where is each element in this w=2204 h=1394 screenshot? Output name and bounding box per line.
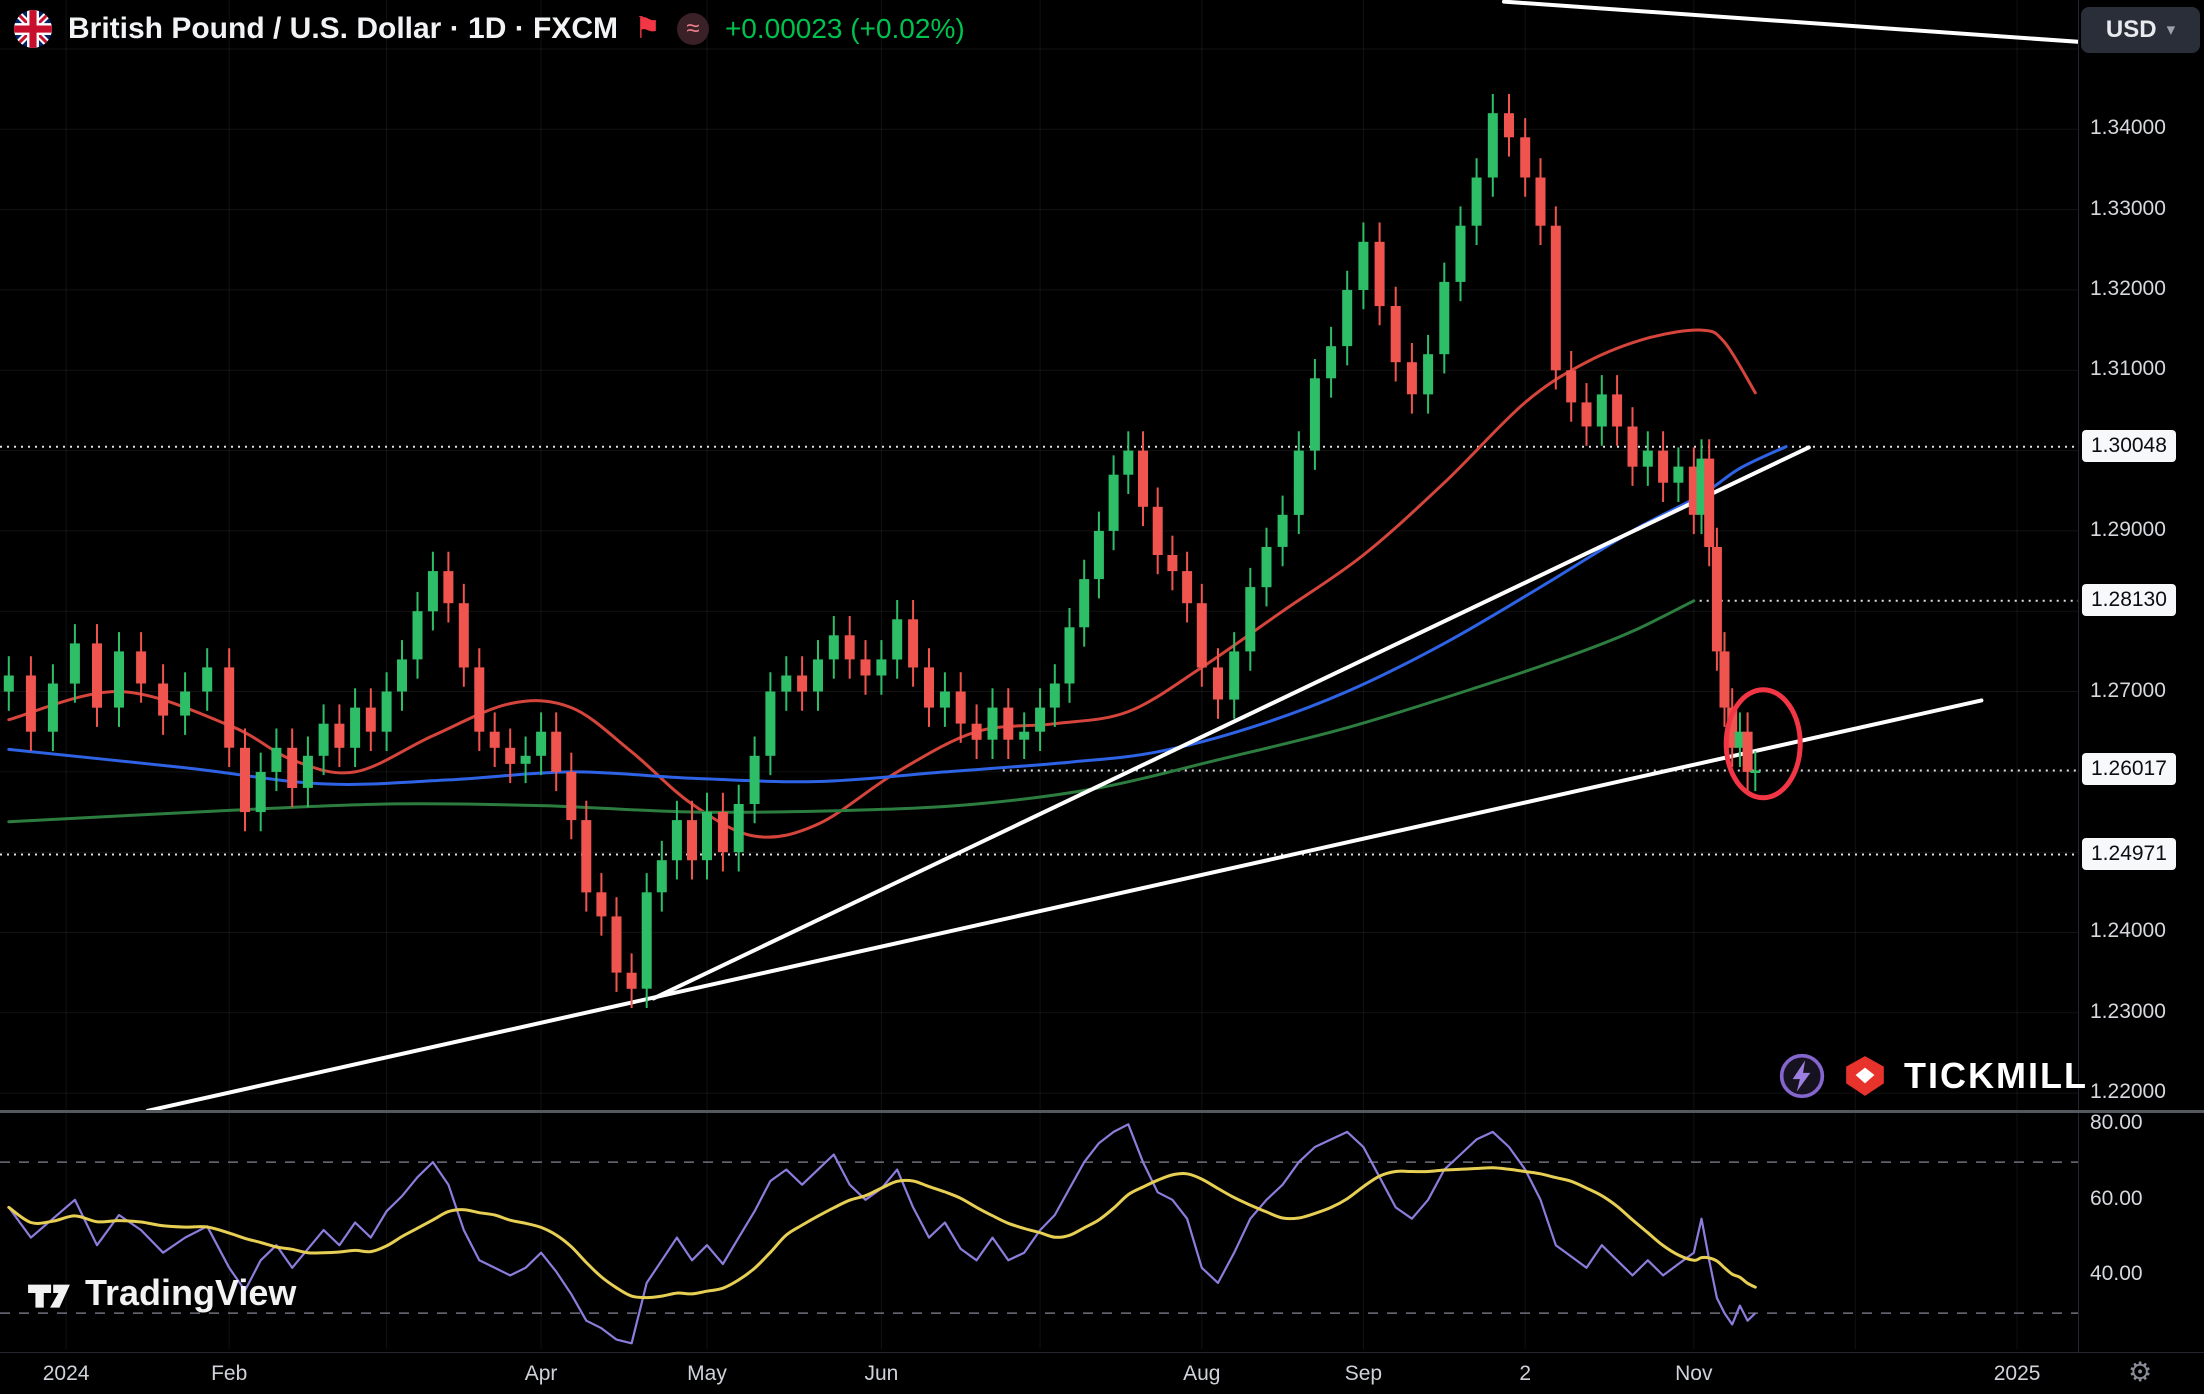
tradingview-wordmark: TradingView (85, 1272, 297, 1313)
pane-separator[interactable] (0, 1110, 2204, 1113)
gear-icon[interactable]: ⚙ (2128, 1357, 2153, 1387)
price-tick-label: 1.22000 (2090, 1080, 2166, 1104)
chevron-down-icon: ▾ (2166, 20, 2176, 39)
price-tick-label: 1.23000 (2090, 999, 2166, 1023)
rsi-tick-label: 60.00 (2090, 1186, 2143, 1210)
time-axis-label: Feb (211, 1362, 248, 1385)
symbol-title[interactable]: British Pound / U.S. Dollar · 1D · FXCM (68, 12, 619, 45)
price-axis[interactable]: 1.34000 1.33000 1.32000 1.31000 1.29000 1.270… (2078, 0, 2204, 1352)
price-level-label: 1.24971 (2082, 837, 2176, 870)
approx-glyph: ≈ (686, 15, 700, 42)
price-tick-label: 1.33000 (2090, 196, 2166, 220)
price-level-label: 1.28130 (2082, 583, 2176, 616)
price-tick-label: 1.27000 (2090, 678, 2166, 702)
price-tick-label: 1.29000 (2090, 517, 2166, 541)
tickmill-bolt-icon (1778, 1052, 1826, 1100)
time-axis-label: 2 (1519, 1362, 1532, 1385)
candlestick-chart-svg[interactable] (0, 0, 2204, 1113)
price-level-label: 1.26017 (2082, 753, 2176, 786)
time-axis-label: Nov (1675, 1362, 1713, 1385)
tradingview-watermark: TradingView (26, 1272, 296, 1314)
uk-flag-icon (14, 10, 52, 48)
price-chart-pane[interactable] (0, 0, 2204, 1113)
time-axis-label: 2024 (42, 1362, 90, 1385)
time-axis-label: May (687, 1362, 727, 1385)
symbol-legend: British Pound / U.S. Dollar · 1D · FXCM … (14, 10, 965, 48)
price-tick-label: 1.31000 (2090, 357, 2166, 381)
flag-marker-icon[interactable]: ⚑ (634, 12, 661, 45)
rsi-tick-label: 80.00 (2090, 1111, 2143, 1135)
time-axis-label: Aug (1183, 1362, 1221, 1385)
currency-dropdown[interactable]: USD ▾ (2081, 7, 2200, 53)
data-status-icon: ≈ (676, 13, 709, 45)
rsi-pane[interactable] (0, 1113, 2204, 1349)
price-tick-label: 1.34000 (2090, 116, 2166, 140)
rsi-tick-label: 40.00 (2090, 1262, 2143, 1286)
tickmill-wordmark: TICKMILL (1904, 1055, 2088, 1096)
time-axis-label: Apr (524, 1362, 558, 1385)
currency-label: USD (2105, 16, 2157, 43)
time-axis-label: 2025 (1993, 1362, 2041, 1385)
price-change: +0.00023 (+0.02%) (724, 13, 965, 44)
price-level-label: 1.30048 (2082, 429, 2176, 462)
time-axis-label: Sep (1344, 1362, 1383, 1385)
tickmill-watermark: TICKMILL (1778, 1052, 2088, 1100)
tradingview-mark-icon (26, 1274, 72, 1312)
time-axis-label: Jun (864, 1362, 899, 1385)
price-tick-label: 1.32000 (2090, 276, 2166, 300)
time-axis[interactable]: ⚙ 2024 Feb Apr May Jun Aug Sep 2 Nov 2025 (0, 1352, 2204, 1394)
price-tick-label: 1.24000 (2090, 919, 2166, 943)
rsi-chart-svg[interactable] (0, 1113, 2204, 1349)
tickmill-mark-icon (1842, 1053, 1888, 1099)
